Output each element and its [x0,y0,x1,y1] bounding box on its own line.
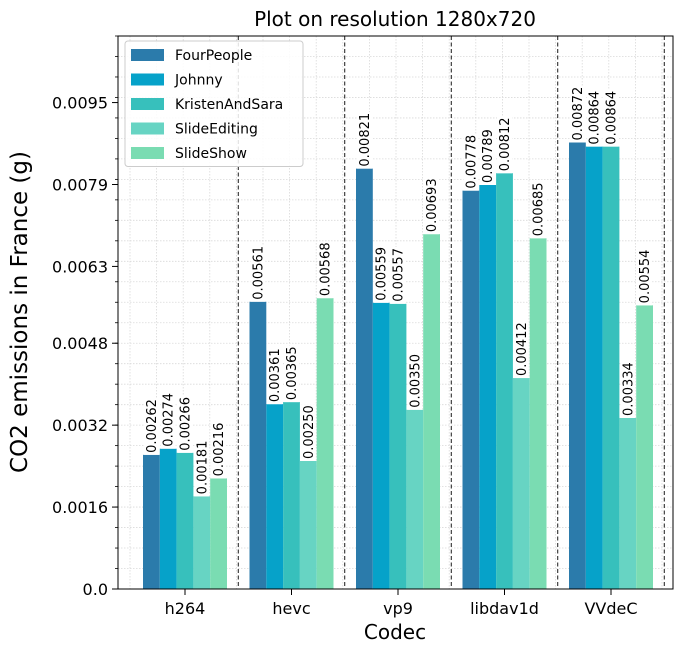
bar [569,143,586,589]
x-tick-label: VVdeC [584,599,637,618]
legend-label: SlideShow [175,146,247,162]
bar-label: 0.00554 [638,250,653,304]
bar-label: 0.00334 [621,362,636,416]
x-tick-label: libdav1d [470,599,539,618]
bar [210,478,227,589]
bar-label: 0.00872 [571,87,586,141]
bar [479,185,496,589]
bar-label: 0.00361 [268,348,283,402]
legend-swatch [131,147,164,159]
bar-label: 0.00568 [319,242,334,296]
bar-label: 0.00557 [392,248,407,302]
bar [423,234,440,589]
bar-label: 0.00216 [212,423,227,477]
bar-label: 0.00561 [251,246,266,300]
bars [143,143,653,589]
legend-label: SlideEditing [175,122,258,138]
bar-label: 0.00821 [358,113,373,167]
bar [300,461,317,589]
bar [496,173,513,589]
legend-label: KristenAndSara [175,97,283,113]
legend-swatch [131,123,164,135]
bar [406,410,423,589]
bar-label: 0.00864 [588,91,603,145]
legend-swatch [131,49,164,61]
bar [373,303,390,589]
bar-label: 0.00685 [532,182,547,236]
bar [283,402,300,589]
bar [356,169,373,589]
bar [513,378,530,589]
x-axis-title: Codec [364,620,426,644]
bar [586,147,603,589]
bar [317,298,334,589]
bar-label: 0.00262 [145,399,160,453]
bar-label: 0.00266 [179,397,194,451]
bar-label: 0.00181 [195,441,210,495]
bar [603,147,620,589]
bar-label: 0.00559 [375,247,390,301]
bar-label: 0.00864 [605,91,620,145]
bar [143,455,160,589]
y-tick-label: 0.0016 [52,498,108,517]
y-tick-label: 0.0048 [52,334,108,353]
bar-label: 0.00693 [425,178,440,232]
bar-label: 0.00365 [285,346,300,400]
bar [463,191,480,589]
bar [390,304,407,589]
bar-label: 0.00274 [162,393,177,447]
bar-label: 0.00789 [481,129,496,183]
bar [619,418,636,589]
y-tick-label: 0.0095 [52,94,108,113]
bar-label: 0.00250 [302,405,317,459]
bar [177,453,194,589]
bar [636,305,653,589]
y-tick-label: 0.0032 [52,416,108,435]
legend-swatch [131,74,164,86]
y-axis-title: CO2 emissions in France (g) [7,151,33,473]
x-tick-label: hevc [272,599,310,618]
bar [193,496,210,589]
x-tick-label: vp9 [383,599,413,618]
y-tick-label: 0.0079 [52,175,108,194]
legend-label: Johnny [174,73,223,89]
bar-label: 0.00350 [408,354,423,408]
x-tick-label: h264 [165,599,206,618]
bar-label: 0.00812 [498,117,513,171]
bar [250,302,267,589]
y-tick-label: 0.0063 [52,257,108,276]
chart-title: Plot on resolution 1280x720 [254,7,536,31]
bar-label: 0.00412 [515,322,530,376]
legend-swatch [131,98,164,110]
bar [160,449,177,589]
y-tick-label: 0.0 [83,580,108,599]
bar-label: 0.00778 [464,135,479,189]
legend-label: FourPeople [175,48,252,64]
bar [530,238,547,589]
bar [266,404,283,589]
legend: FourPeople Johnny KristenAndSara SlideEditi… [125,41,303,167]
